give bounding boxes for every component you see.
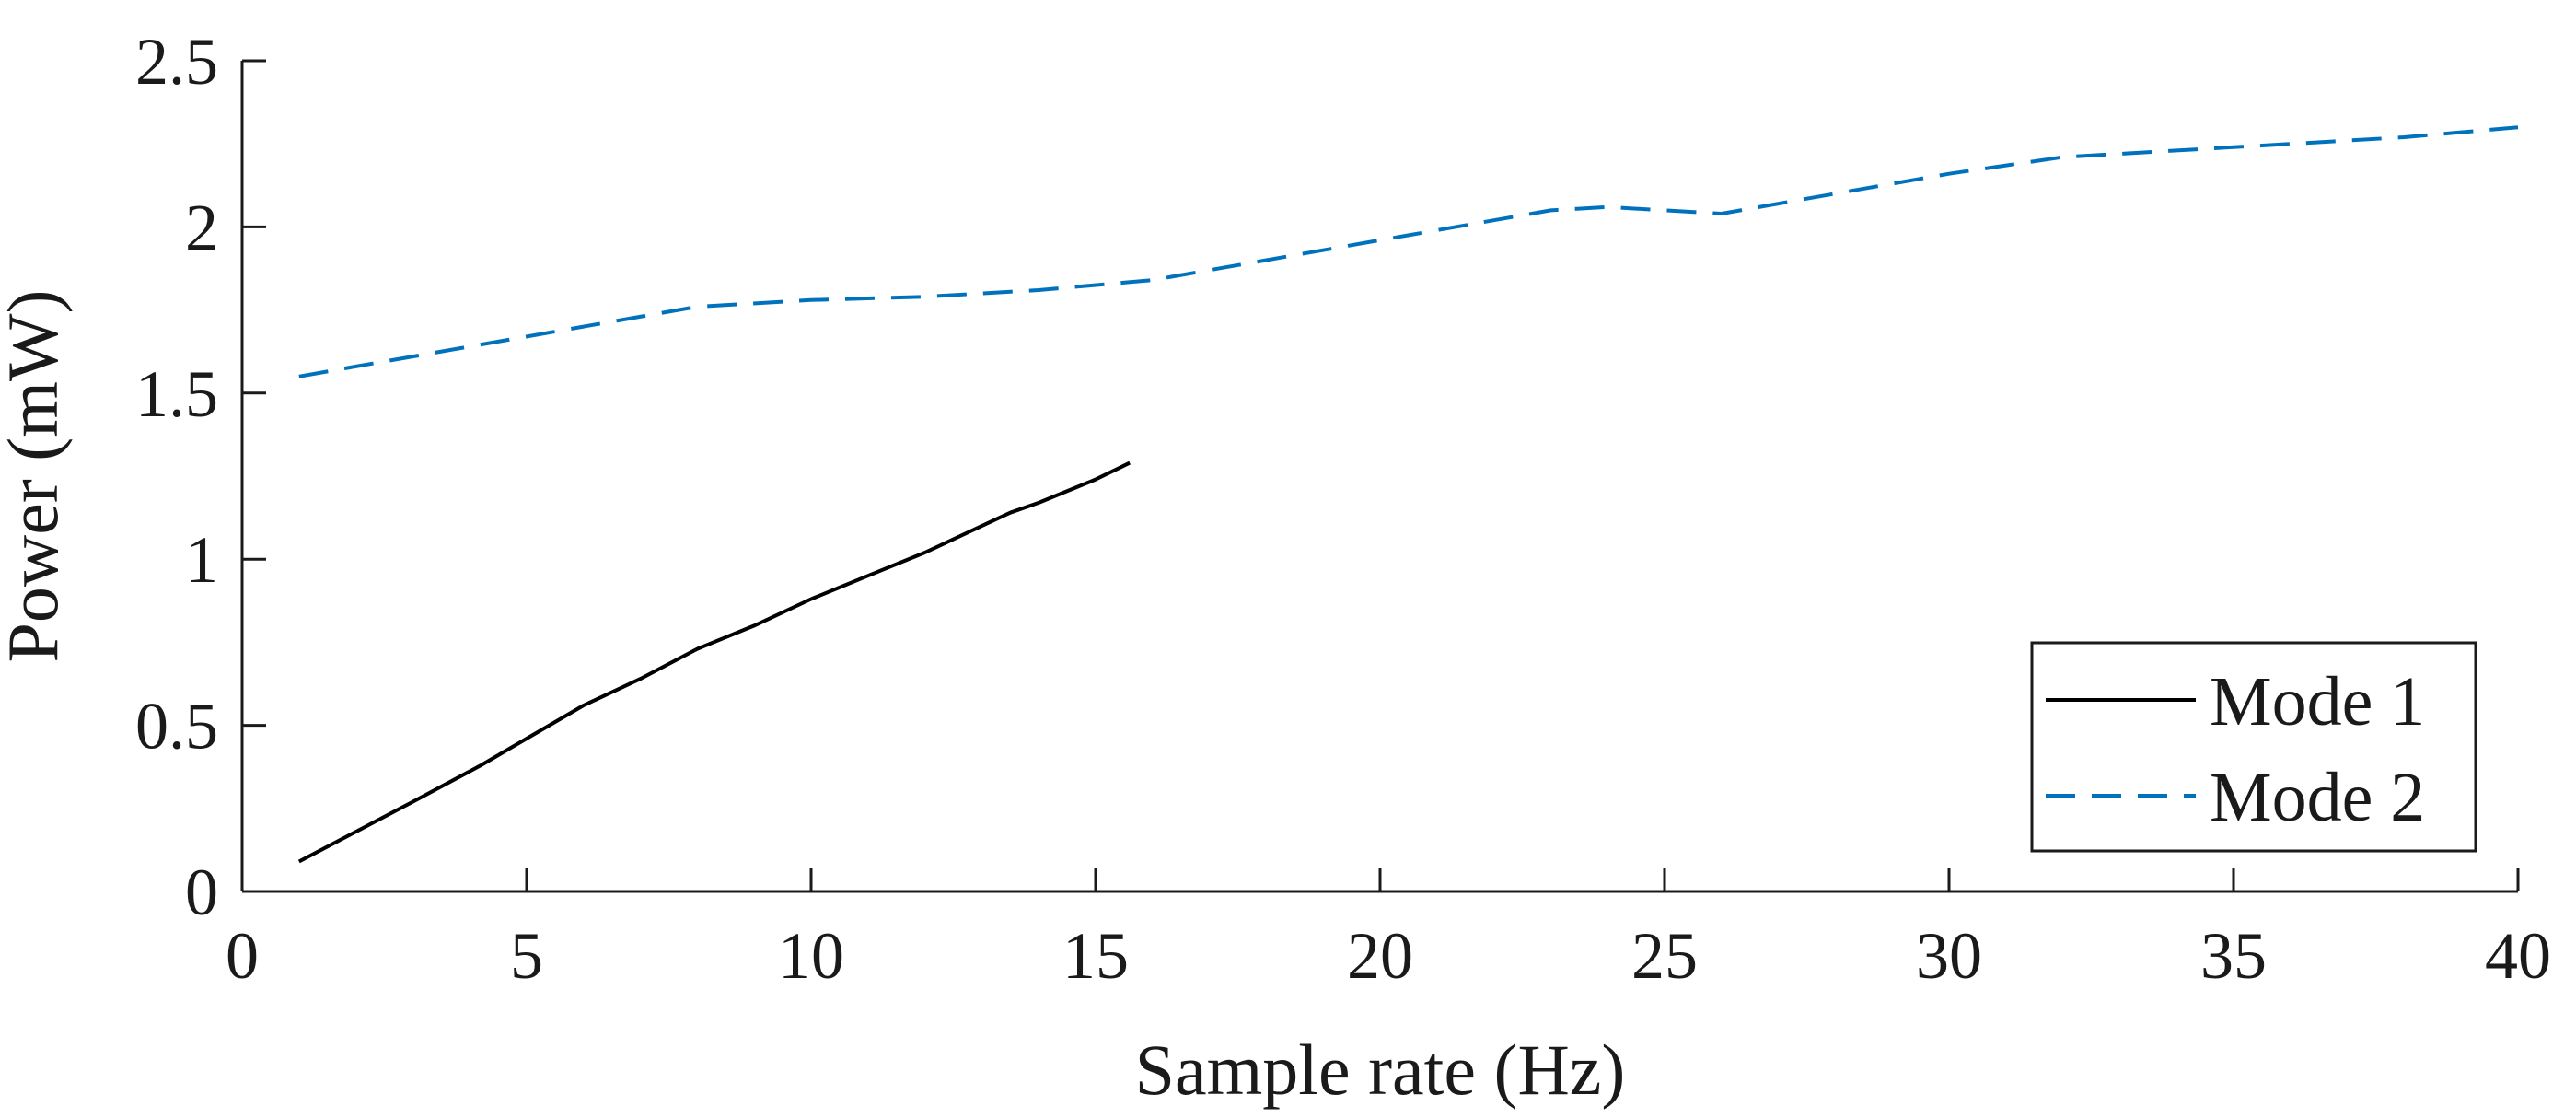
y-tick-label: 1.5 [135, 357, 218, 431]
legend-label-mode-1: Mode 1 [2210, 663, 2425, 740]
legend-label-mode-2: Mode 2 [2210, 759, 2425, 836]
y-tick-label: 0.5 [135, 690, 218, 763]
series-line-mode-1 [297, 460, 1131, 864]
x-ticks: 0 5 10 15 20 25 30 35 40 [226, 868, 2551, 993]
legend-box [2030, 641, 2477, 853]
y-tick-label: 2 [185, 191, 218, 264]
legend: Mode 1 Mode 2 [2030, 641, 2477, 853]
x-tick-label: 35 [2200, 919, 2267, 993]
y-tick-label: 2.5 [135, 25, 218, 99]
x-tick-label: 0 [226, 919, 259, 993]
x-tick-label: 10 [778, 919, 844, 993]
x-tick-label: 25 [1631, 919, 1698, 993]
series-line-mode-2 [298, 125, 2519, 378]
y-tick-label: 1 [185, 523, 218, 597]
x-tick-label: 20 [1347, 919, 1413, 993]
y-tick-label: 0 [185, 856, 218, 929]
x-tick-label: 15 [1062, 919, 1129, 993]
x-tick-label: 30 [1916, 919, 1982, 993]
y-ticks: 0 0.5 1 1.5 2 2.5 [135, 25, 266, 929]
x-tick-label: 40 [2485, 919, 2551, 993]
y-axis-label: Power (mW) [0, 289, 73, 662]
x-tick-label: 5 [510, 919, 543, 993]
x-axis-label: Sample rate (Hz) [1135, 1030, 1626, 1110]
series-layer [297, 125, 2519, 864]
